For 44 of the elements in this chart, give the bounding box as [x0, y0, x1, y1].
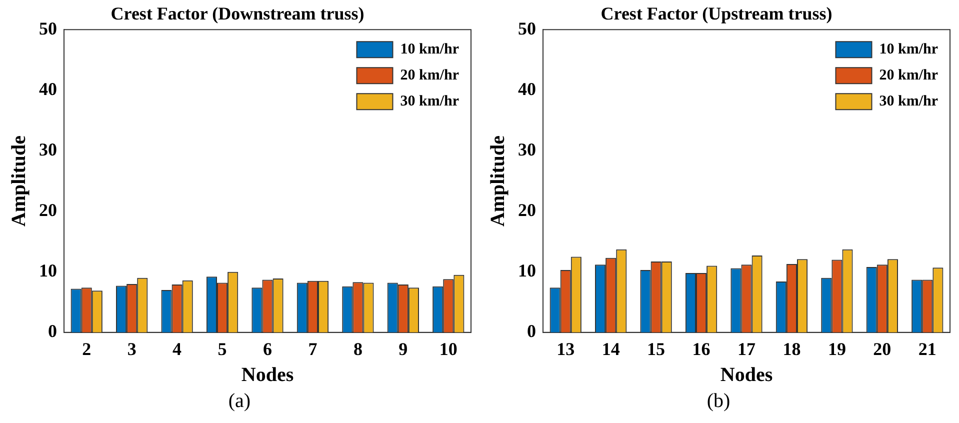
- legend-label: 30 km/hr: [879, 93, 938, 110]
- x-tick-label: 10: [439, 338, 458, 359]
- chart-title: Crest Factor (Upstream truss): [600, 3, 832, 24]
- x-tick-label: 9: [398, 338, 408, 359]
- x-tick-label: 19: [828, 338, 846, 359]
- y-axis-title: Amplitude: [487, 135, 510, 227]
- x-tick-label: 3: [127, 338, 136, 359]
- y-tick-label: 20: [39, 200, 57, 220]
- text: (b): [706, 390, 732, 413]
- y-tick-label: 50: [518, 18, 536, 38]
- legend-label: 20 km/hr: [879, 67, 938, 84]
- x-tick-label: 17: [738, 338, 756, 359]
- y-tick-label: 10: [518, 260, 536, 280]
- x-tick-label: 18: [782, 338, 801, 359]
- text: (a): [227, 390, 252, 413]
- y-tick-label: 20: [518, 200, 536, 220]
- legend-label: 20 km/hr: [400, 67, 460, 84]
- x-tick-label: 15: [647, 338, 666, 359]
- x-tick-label: 6: [263, 338, 272, 359]
- y-tick-label: 40: [39, 78, 57, 99]
- x-axis-title: Nodes: [241, 364, 294, 386]
- x-tick-label: 5: [218, 338, 227, 359]
- x-tick-label: 21: [918, 338, 936, 359]
- y-tick-label: 40: [518, 78, 536, 99]
- y-tick-label: 30: [518, 139, 536, 160]
- legend-label: 10 km/hr: [879, 41, 938, 58]
- y-tick-label: 0: [527, 321, 536, 342]
- y-tick-label: 10: [39, 260, 57, 280]
- x-tick-label: 4: [172, 338, 182, 359]
- x-tick-label: 14: [602, 338, 620, 359]
- y-axis-title: Amplitude: [8, 135, 30, 227]
- x-tick-label: 13: [556, 338, 575, 359]
- x-tick-label: 8: [353, 338, 362, 359]
- legend-label: 30 km/hr: [400, 93, 460, 110]
- legend-label: 10 km/hr: [400, 41, 460, 58]
- x-tick-label: 2: [82, 338, 92, 359]
- y-tick-label: 30: [39, 139, 57, 160]
- x-axis-title: Nodes: [720, 364, 773, 386]
- x-tick-label: 7: [308, 338, 318, 359]
- y-tick-label: 0: [48, 321, 57, 342]
- y-tick-label: 50: [39, 18, 57, 38]
- x-tick-label: 20: [873, 338, 892, 359]
- chart-title: Crest Factor (Downstream truss): [110, 3, 364, 24]
- x-tick-label: 16: [692, 338, 710, 359]
